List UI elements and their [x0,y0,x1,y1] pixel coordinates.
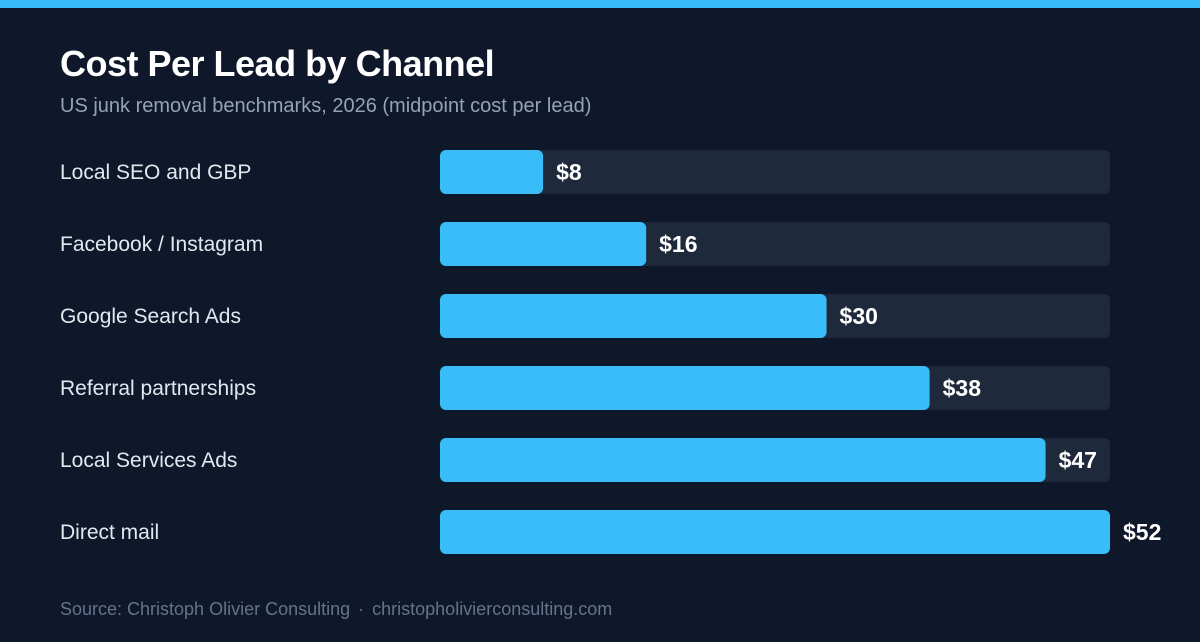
value-label: $47 [1059,447,1097,473]
category-label: Referral partnerships [60,377,256,400]
source-footer: Source: Christoph Olivier Consulting · chr… [60,597,612,621]
source-text: Source: Christoph Olivier Consulting [60,599,351,619]
bar [440,366,930,410]
category-label: Direct mail [60,521,159,544]
value-label: $8 [556,159,582,185]
value-label: $30 [840,303,878,329]
value-label: $52 [1123,519,1161,545]
bar-row: Local SEO and GBP $8 [60,150,1110,194]
category-label: Local SEO and GBP [60,161,251,184]
bar-row: Referral partnerships $38 [60,366,1110,410]
value-label: $16 [659,231,697,257]
chart-subtitle: US junk removal benchmarks, 2026 (midpoi… [60,95,592,117]
category-label: Google Search Ads [60,305,241,328]
source-website-link[interactable]: christopholivierconsulting.com [372,599,613,619]
value-label: $38 [943,375,982,401]
category-label: Local Services Ads [60,449,237,472]
chart-title: Cost Per Lead by Channel [60,43,495,84]
bar-row: Local Services Ads $47 [60,438,1110,482]
bar [440,510,1110,554]
bar-row: Direct mail $52 [60,510,1161,554]
footer-separator: · [358,599,365,619]
category-label: Facebook / Instagram [60,233,263,256]
bar-row: Google Search Ads $30 [60,294,1110,338]
bar [440,294,827,338]
bar-track [440,150,1110,194]
top-accent-bar [0,0,1200,8]
bar [440,438,1046,482]
bar [440,222,647,266]
bar-row: Facebook / Instagram $16 [60,222,1110,266]
bar [440,150,544,194]
